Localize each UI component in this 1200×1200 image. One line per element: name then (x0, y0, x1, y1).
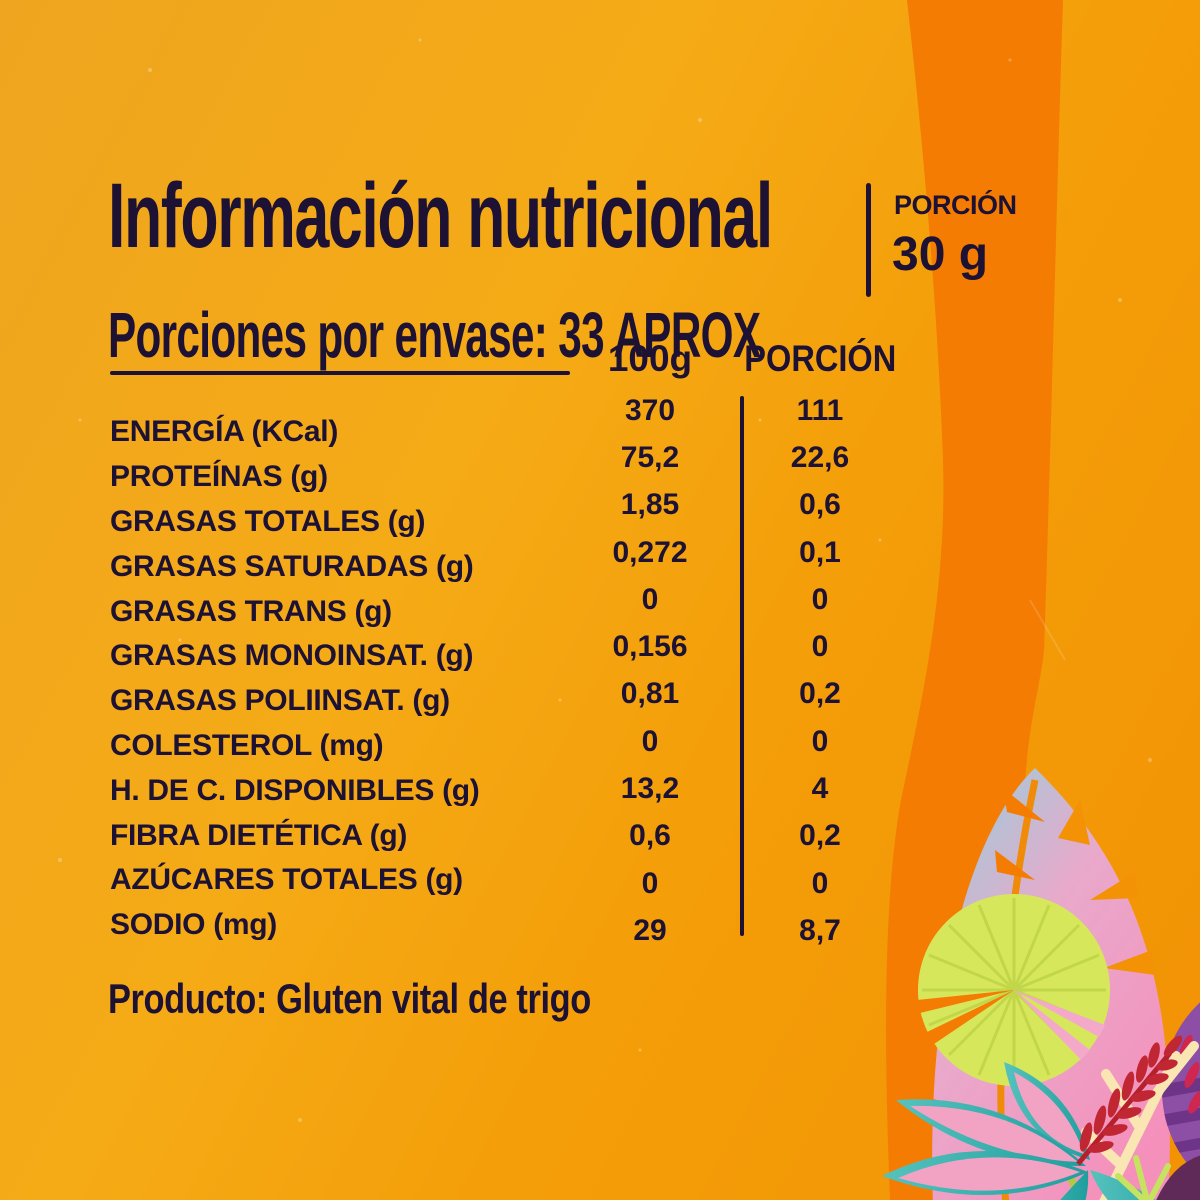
value-100g: 1,85 (620, 488, 680, 522)
portion-size-label: PORCIÓN (894, 190, 1017, 220)
value-100g: 29 (633, 913, 667, 947)
table-column-divider (740, 396, 744, 936)
nutrient-labels-column: ENERGÍA (KCal) PROTEÍNAS (g) GRASAS TOTALE… (110, 410, 480, 948)
nutrient-label: PROTEÍNAS (g) (110, 460, 328, 494)
value-100g: 0 (641, 724, 659, 758)
value-100g: 0 (641, 866, 659, 900)
values-portion-column: 111 22,6 0,6 0,1 0 0 0,2 0 4 0,2 0 8,7 (745, 387, 895, 955)
value-portion: 0,2 (799, 677, 841, 711)
page-title: Información nutricional (108, 165, 773, 267)
value-100g: 0,272 (612, 535, 688, 569)
value-portion: 0,6 (799, 488, 841, 522)
value-100g: 13,2 (620, 772, 680, 806)
value-portion: 0 (811, 582, 829, 616)
teal-fern-decor (882, 1062, 1156, 1200)
nutrient-label: GRASAS POLIINSAT. (g) (110, 684, 450, 718)
nutrient-label: COLESTEROL (mg) (110, 728, 384, 762)
plum-corner-leaf-decor (1156, 1155, 1200, 1200)
portion-size-value: 30 g (892, 228, 989, 281)
grain-specks-decor (58, 38, 1152, 1122)
value-portion: 111 (796, 393, 844, 427)
nutrient-label: GRASAS TOTALES (g) (110, 504, 426, 538)
value-portion: 8,7 (799, 913, 841, 947)
servings-per-package: Porciones por envase: 33 APROX (108, 299, 761, 371)
nutrient-label: GRASAS SATURADAS (g) (110, 549, 474, 583)
nutrient-label: AZÚCARES TOTALES (g) (110, 863, 463, 897)
red-fern-decor (1076, 1035, 1183, 1166)
column-header-100g: 100g (607, 338, 693, 379)
values-100g-column: 370 75,2 1,85 0,272 0 0,156 0,81 0 13,2 0,6 0 29 (575, 387, 725, 955)
nutrient-label: FIBRA DIETÉTICA (g) (110, 818, 408, 852)
table-top-rule (110, 371, 570, 375)
value-portion: 0,2 (799, 819, 841, 853)
nutrient-label: SODIO (mg) (110, 908, 277, 942)
value-portion: 0 (811, 630, 829, 664)
value-portion: 4 (811, 772, 829, 806)
nutrient-label: H. DE C. DISPONIBLES (g) (110, 773, 480, 807)
value-portion: 0,1 (799, 535, 841, 569)
nutrient-label: ENERGÍA (KCal) (110, 415, 339, 449)
value-100g: 0,6 (629, 819, 671, 853)
header-divider (866, 183, 871, 297)
value-100g: 370 (624, 393, 676, 427)
value-100g: 0,81 (620, 677, 680, 711)
value-100g: 75,2 (620, 440, 680, 474)
column-header-portion: PORCIÓN (744, 338, 897, 379)
value-portion: 0 (811, 866, 829, 900)
product-name: Producto: Gluten vital de trigo (108, 975, 591, 1022)
sprig-decor (1115, 1155, 1171, 1200)
value-portion: 22,6 (790, 440, 850, 474)
nutrient-label: GRASAS MONOINSAT. (g) (110, 639, 474, 673)
value-100g: 0,156 (612, 630, 688, 664)
nutrient-label: GRASAS TRANS (g) (110, 594, 392, 628)
value-portion: 0 (811, 724, 829, 758)
value-100g: 0 (641, 582, 659, 616)
